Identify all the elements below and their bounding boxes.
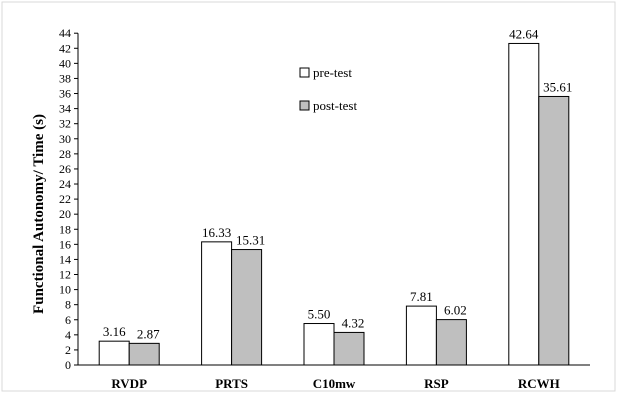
data-labels: 3.16 2.87 16.33 15.31 5.50 4.32 7.81 6.02 42.64 3… — [103, 26, 573, 341]
y-tick-label: 40 — [59, 56, 71, 70]
bar-pre-test — [201, 241, 233, 366]
legend-label: post-test — [313, 98, 357, 113]
y-tick-label: 4 — [65, 328, 71, 342]
bar-pre-test — [405, 305, 437, 366]
bar-pre-test — [508, 42, 540, 366]
legend-swatch-pre-test — [299, 67, 310, 78]
y-tick-label: 44 — [59, 26, 71, 40]
x-tick-label: RSP — [424, 376, 449, 391]
y-tick-label: 2 — [65, 343, 71, 357]
y-tick-label: 30 — [59, 132, 71, 146]
y-tick-label: 22 — [59, 192, 71, 206]
data-label: 3.16 — [103, 324, 126, 339]
y-tick-label: 32 — [59, 117, 71, 131]
y-tick-label: 6 — [65, 313, 71, 327]
y-tick-label: 34 — [59, 102, 71, 116]
y-tick-label: 24 — [59, 177, 71, 191]
y-tick-label: 36 — [59, 87, 71, 101]
y-tick-label: 16 — [59, 237, 71, 251]
bar-post-test — [333, 331, 365, 366]
y-tick-label: 42 — [59, 41, 71, 55]
data-label: 35.61 — [543, 79, 572, 94]
x-tick-label: C10mw — [313, 376, 356, 391]
legend-swatch-post-test — [299, 100, 310, 111]
bars — [98, 42, 570, 366]
data-label: 7.81 — [410, 289, 433, 304]
data-label: 5.50 — [308, 307, 331, 322]
y-axis-title: Functional Autonomy/ Time (s) — [31, 114, 47, 314]
x-tick-label: RVDP — [111, 376, 147, 391]
y-tick-label: 18 — [59, 222, 71, 236]
bar-post-test — [128, 342, 160, 366]
legend: pre-test post-test — [299, 65, 357, 113]
data-label: 42.64 — [509, 26, 539, 41]
x-axis: RVDP PRTS C10mw RSP RCWH — [78, 364, 590, 391]
data-label: 4.32 — [342, 315, 365, 330]
y-tick-label: 12 — [59, 268, 71, 282]
y-tick-label: 20 — [59, 207, 71, 221]
y-tick-label: 38 — [59, 71, 71, 85]
x-tick-label: RCWH — [518, 376, 560, 391]
x-tick-label: PRTS — [215, 376, 248, 391]
data-label: 6.02 — [444, 303, 467, 318]
y-tick-label: 8 — [65, 298, 71, 312]
legend-label: pre-test — [313, 65, 352, 80]
data-label: 16.33 — [202, 225, 231, 240]
bar-pre-test — [303, 323, 335, 366]
y-axis: 0246810121416182022242628303234363840424… — [59, 26, 79, 372]
data-label: 15.31 — [236, 233, 265, 248]
bar-post-test — [435, 319, 467, 366]
y-tick-label: 10 — [59, 283, 71, 297]
bar-post-test — [538, 95, 570, 366]
y-tick-label: 28 — [59, 147, 71, 161]
data-label: 2.87 — [137, 326, 160, 341]
y-tick-label: 26 — [59, 162, 71, 176]
y-tick-label: 0 — [65, 358, 71, 372]
y-tick-label: 14 — [59, 252, 71, 266]
bar-pre-test — [98, 340, 130, 366]
bar-post-test — [231, 249, 263, 366]
